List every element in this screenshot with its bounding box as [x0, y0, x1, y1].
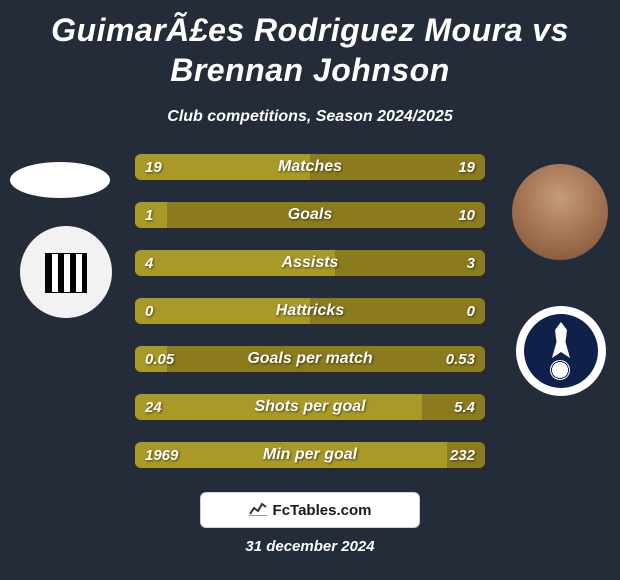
- stat-bar-right: [335, 250, 486, 276]
- stat-row: Goals110: [135, 202, 485, 228]
- stat-bar-right: [310, 298, 485, 324]
- page-title: GuimarÃ£es Rodriguez Moura vs Brennan Jo…: [0, 0, 620, 94]
- brand-label: FcTables.com: [273, 502, 372, 519]
- footer-date: 31 december 2024: [0, 538, 620, 555]
- stat-bar-left: [135, 346, 167, 372]
- club-left-badge: [20, 226, 112, 318]
- stat-row: Min per goal1969232: [135, 442, 485, 468]
- stat-bar-left: [135, 250, 335, 276]
- stat-bar-right: [447, 442, 486, 468]
- content-area: Matches1919 Goals110 Assists43 Hattricks00 G…: [0, 154, 620, 555]
- stat-row: Matches1919: [135, 154, 485, 180]
- newcastle-crest-icon: [36, 237, 96, 307]
- chart-icon: [249, 500, 267, 521]
- stat-bar-right: [167, 202, 486, 228]
- club-right-badge: [516, 306, 606, 396]
- subtitle: Club competitions, Season 2024/2025: [0, 108, 620, 126]
- stat-bar-left: [135, 394, 422, 420]
- stat-row: Assists43: [135, 250, 485, 276]
- stat-bar-left: [135, 442, 447, 468]
- comparison-card: GuimarÃ£es Rodriguez Moura vs Brennan Jo…: [0, 0, 620, 580]
- player-left-avatar: [10, 162, 110, 198]
- stat-row: Hattricks00: [135, 298, 485, 324]
- brand-pill[interactable]: FcTables.com: [200, 492, 420, 528]
- tottenham-crest-icon: [524, 314, 598, 388]
- player-right-avatar: [512, 164, 608, 260]
- stat-bar-left: [135, 298, 310, 324]
- stat-bar-left: [135, 154, 310, 180]
- stat-row: Shots per goal245.4: [135, 394, 485, 420]
- stat-bar-right: [422, 394, 485, 420]
- stat-row: Goals per match0.050.53: [135, 346, 485, 372]
- stat-bar-left: [135, 202, 167, 228]
- stat-bars: Matches1919 Goals110 Assists43 Hattricks00 G…: [135, 154, 485, 468]
- stat-bar-right: [167, 346, 486, 372]
- stat-bar-right: [310, 154, 485, 180]
